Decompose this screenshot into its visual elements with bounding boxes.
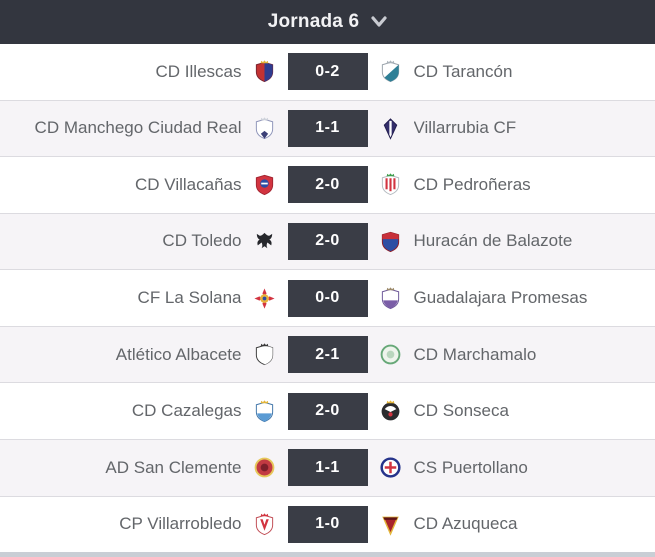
score-badge[interactable]: 1-1 bbox=[287, 109, 368, 147]
away-team-name: CS Puertollano bbox=[413, 457, 528, 477]
home-team-crest-icon bbox=[253, 286, 277, 310]
score-badge[interactable]: 2-0 bbox=[287, 222, 368, 260]
away-team-name: Villarrubia CF bbox=[413, 118, 517, 138]
away-team-crest-icon bbox=[379, 229, 403, 253]
home-team-crest-icon bbox=[253, 343, 277, 367]
away-team-crest-icon bbox=[379, 343, 403, 367]
match-row[interactable]: CD Cazalegas 2-0 CD Sonseca bbox=[0, 383, 655, 440]
next-section-edge bbox=[0, 552, 655, 557]
home-team-crest-icon bbox=[253, 116, 277, 140]
match-row[interactable]: CD Manchego Ciudad Real 1-1 Villarrubia … bbox=[0, 100, 655, 158]
match-row[interactable]: CP Villarrobledo 1-0 CD Azuqueca bbox=[0, 496, 655, 553]
home-team-name: CF La Solana bbox=[137, 288, 242, 308]
match-row[interactable]: CD Illescas 0-2 CD Tarancón bbox=[0, 44, 655, 101]
jornada-selector[interactable]: Jornada 6 bbox=[0, 0, 655, 44]
score-badge[interactable]: 0-2 bbox=[287, 53, 368, 91]
home-team-name: CD Illescas bbox=[155, 61, 242, 81]
match-row[interactable]: AD San Clemente 1-1 CS Puertollano bbox=[0, 439, 655, 497]
home-team-crest-icon bbox=[253, 399, 277, 423]
away-team-crest-icon bbox=[379, 399, 403, 423]
away-team-crest-icon bbox=[379, 173, 403, 197]
away-team-crest-icon bbox=[379, 116, 403, 140]
home-team-name: CD Manchego Ciudad Real bbox=[34, 118, 242, 138]
results-list: CD Illescas 0-2 CD Tarancón CD Manchego … bbox=[0, 44, 655, 553]
score-badge[interactable]: 1-1 bbox=[287, 449, 368, 487]
away-team-name: CD Sonseca bbox=[413, 401, 509, 421]
match-row[interactable]: CD Toledo 2-0 Huracán de Balazote bbox=[0, 213, 655, 271]
jornada-title: Jornada 6 bbox=[267, 11, 360, 32]
home-team-name: AD San Clemente bbox=[105, 457, 242, 477]
home-team-crest-icon bbox=[253, 229, 277, 253]
home-team-name: CD Cazalegas bbox=[131, 401, 242, 421]
away-team-name: CD Marchamalo bbox=[413, 344, 537, 364]
home-team-crest-icon bbox=[253, 456, 277, 480]
score-badge[interactable]: 2-1 bbox=[287, 336, 368, 374]
match-row[interactable]: CF La Solana 0-0 Guadalajara Promesas bbox=[0, 270, 655, 327]
match-row[interactable]: CD Villacañas 2-0 CD Pedroñeras bbox=[0, 157, 655, 214]
score-badge[interactable]: 2-0 bbox=[287, 392, 368, 430]
chevron-down-icon[interactable] bbox=[371, 16, 387, 28]
score-badge[interactable]: 1-0 bbox=[287, 505, 368, 543]
home-team-crest-icon bbox=[253, 173, 277, 197]
match-row[interactable]: Atlético Albacete 2-1 CD Marchamalo bbox=[0, 326, 655, 384]
home-team-name: Atlético Albacete bbox=[115, 344, 242, 364]
home-team-crest-icon bbox=[253, 60, 277, 84]
away-team-name: CD Pedroñeras bbox=[413, 174, 531, 194]
home-team-name: CP Villarrobledo bbox=[119, 514, 242, 534]
away-team-crest-icon bbox=[379, 286, 403, 310]
away-team-crest-icon bbox=[379, 60, 403, 84]
away-team-name: CD Tarancón bbox=[413, 61, 513, 81]
score-badge[interactable]: 2-0 bbox=[287, 166, 368, 204]
home-team-crest-icon bbox=[253, 512, 277, 536]
away-team-crest-icon bbox=[379, 456, 403, 480]
home-team-name: CD Toledo bbox=[162, 231, 242, 251]
home-team-name: CD Villacañas bbox=[135, 174, 242, 194]
away-team-name: Huracán de Balazote bbox=[413, 231, 573, 251]
score-badge[interactable]: 0-0 bbox=[287, 279, 368, 317]
away-team-name: CD Azuqueca bbox=[413, 514, 518, 534]
away-team-name: Guadalajara Promesas bbox=[413, 288, 588, 308]
away-team-crest-icon bbox=[379, 512, 403, 536]
